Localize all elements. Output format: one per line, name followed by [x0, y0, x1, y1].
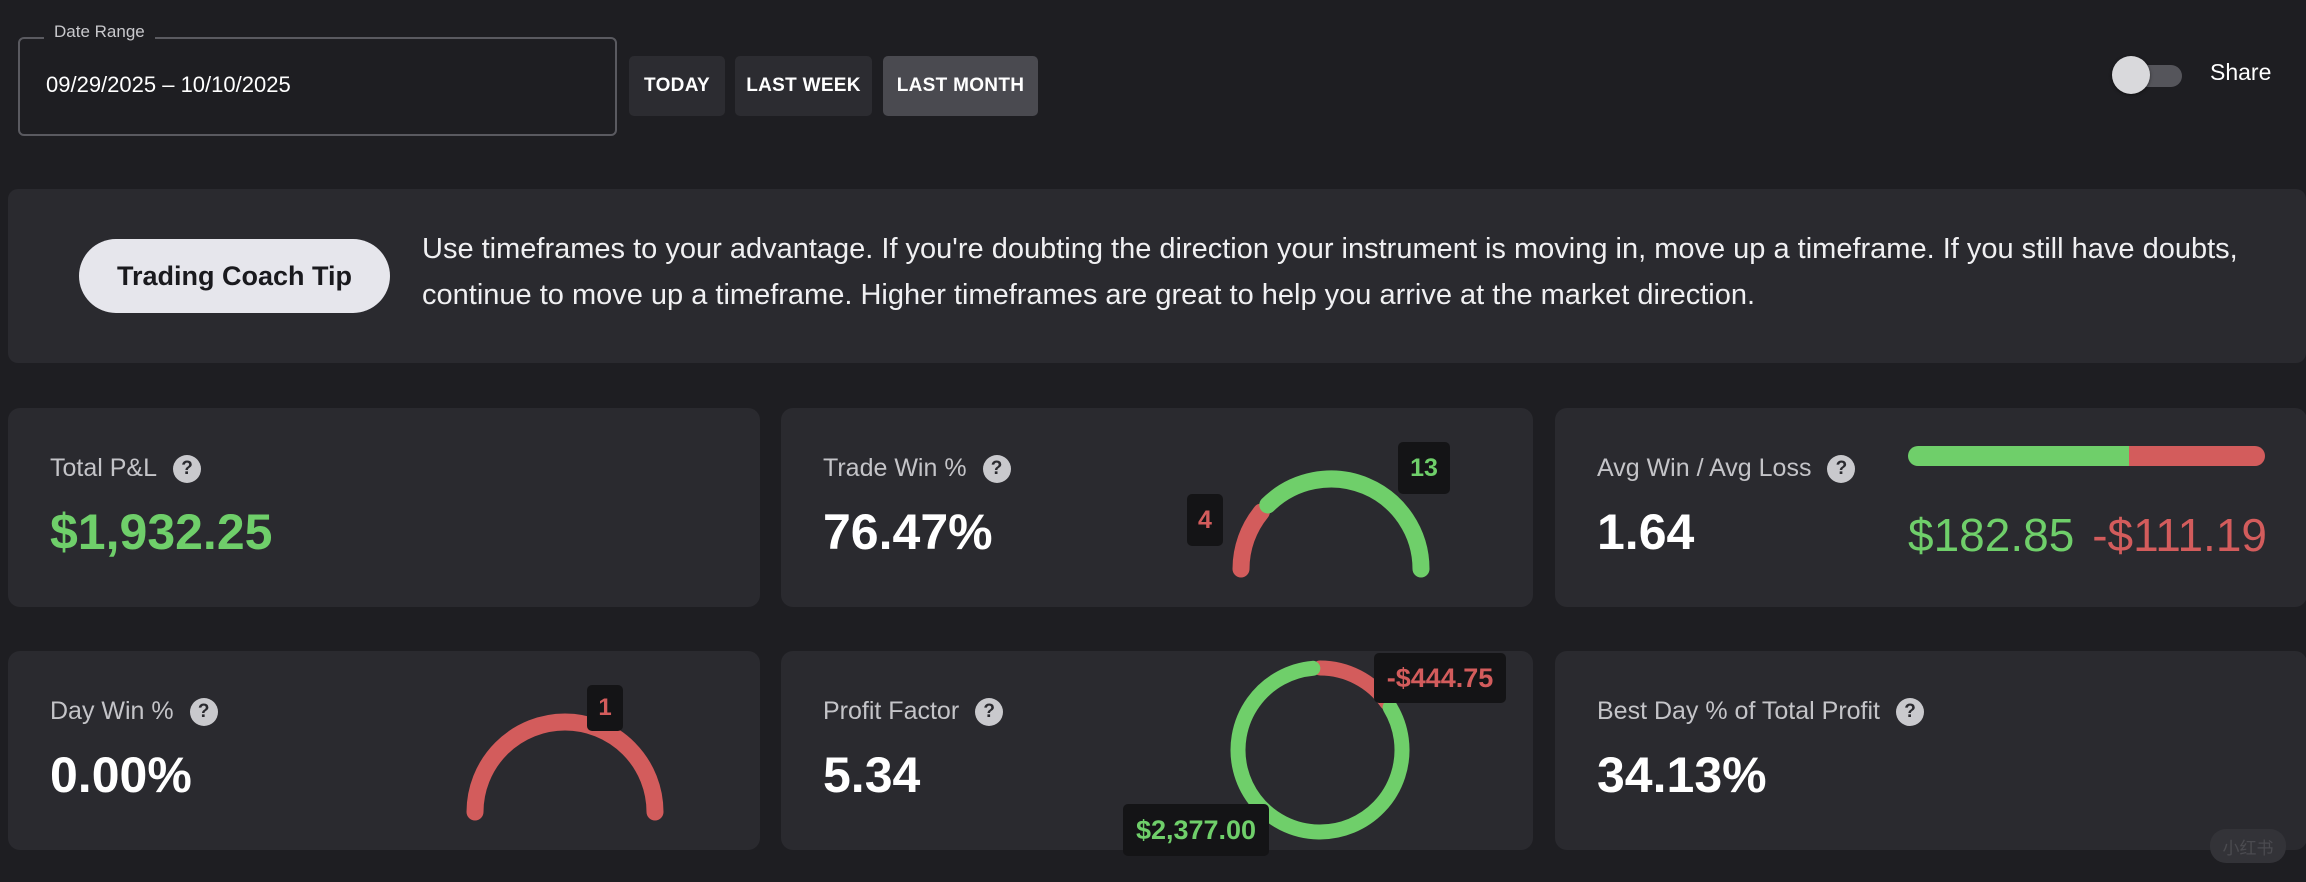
total-pnl-card: Total P&L ? $1,932.25	[8, 408, 760, 607]
share-toggle-knob[interactable]	[2112, 56, 2150, 94]
trading-coach-tip-badge: Trading Coach Tip	[79, 239, 390, 313]
day-win-value: 0.00%	[50, 747, 192, 803]
trade-gauge-win-arc	[1259, 470, 1430, 578]
trade-wins-tag: 13	[1398, 442, 1450, 494]
day-win-title: Day Win %	[50, 697, 174, 725]
total-pnl-title: Total P&L	[50, 454, 158, 482]
gross-loss-tag: -$444.75	[1374, 653, 1506, 703]
trade-gauge-loss-arc	[1232, 503, 1270, 578]
day-win-gauge	[466, 713, 664, 821]
day-gauge-loss-arc	[466, 713, 664, 821]
trading-coach-tip-panel: Trading Coach Tip Use timeframes to your…	[8, 189, 2306, 363]
watermark-logo: 小红书	[2210, 829, 2286, 863]
avg-win-loss-card: Avg Win / Avg Loss ? 1.64 $182.85 -$111.…	[1555, 408, 2306, 607]
avg-win-loss-value: 1.64	[1597, 504, 1695, 560]
gross-profit-tag: $2,377.00	[1123, 804, 1269, 856]
best-day-title: Best Day % of Total Profit	[1597, 697, 1880, 725]
date-range-field[interactable]: Date Range 09/29/2025 – 10/10/2025	[18, 22, 617, 136]
today-button[interactable]: TODAY	[629, 56, 725, 116]
help-icon[interactable]: ?	[982, 454, 1011, 483]
help-icon[interactable]: ?	[189, 697, 218, 726]
trade-win-gauge	[1232, 470, 1430, 578]
date-range-label: Date Range	[44, 22, 155, 42]
share-toggle[interactable]	[2112, 56, 2188, 94]
last-week-button[interactable]: LAST WEEK	[735, 56, 872, 116]
avg-win-amount: $182.85	[1908, 509, 2075, 561]
help-icon[interactable]: ?	[1827, 454, 1856, 483]
date-range-value[interactable]: 09/29/2025 – 10/10/2025	[46, 72, 291, 97]
ratio-bar-loss-segment	[2129, 446, 2265, 466]
trade-win-card: Trade Win % ? 76.47% 4 13	[781, 408, 1533, 607]
profit-factor-title: Profit Factor	[823, 697, 960, 725]
last-month-button[interactable]: LAST MONTH	[883, 56, 1038, 116]
trade-losses-tag: 4	[1187, 494, 1223, 546]
trade-win-title: Trade Win %	[823, 454, 967, 482]
profit-factor-profit-arc	[1230, 660, 1410, 840]
help-icon[interactable]: ?	[1896, 697, 1924, 726]
best-day-card: Best Day % of Total Profit ? 34.13%	[1555, 651, 2306, 850]
profit-factor-value: 5.34	[823, 747, 921, 803]
ratio-bar-win-segment	[1908, 446, 2130, 466]
best-day-value: 34.13%	[1597, 747, 1767, 803]
day-win-card: Day Win % ? 0.00% 1	[8, 651, 760, 850]
day-losses-tag: 1	[587, 685, 623, 731]
avg-win-loss-title: Avg Win / Avg Loss	[1597, 454, 1812, 482]
profit-factor-card: Profit Factor ? 5.34 -$444.75 $2,377.00	[781, 651, 1533, 856]
win-loss-ratio-bar	[1908, 446, 2265, 466]
trade-win-value: 76.47%	[823, 504, 993, 560]
share-label: Share	[2210, 59, 2272, 85]
avg-loss-amount: -$111.19	[2092, 509, 2267, 561]
help-icon[interactable]: ?	[975, 697, 1004, 726]
help-icon[interactable]: ?	[173, 454, 202, 483]
total-pnl-value: $1,932.25	[50, 504, 273, 560]
trading-coach-tip-text: Use timeframes to your advantage. If you…	[422, 233, 2238, 311]
